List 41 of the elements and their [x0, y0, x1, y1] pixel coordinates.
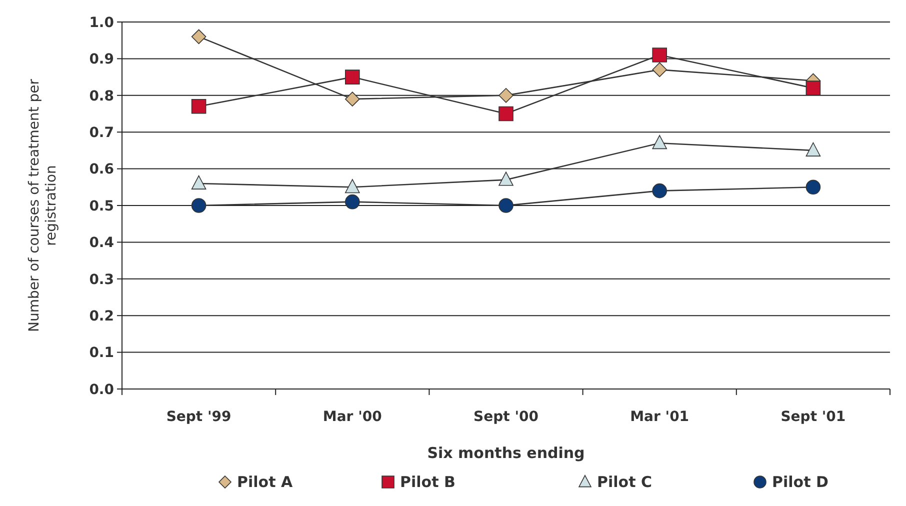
y-tick-label: 0.2 [89, 308, 114, 324]
y-tick-label: 0.8 [89, 88, 114, 104]
point [498, 88, 514, 103]
point [652, 183, 667, 198]
x-tick-label: Mar '01 [630, 409, 690, 425]
point [191, 175, 206, 190]
x-axis-title: Six months ending [427, 444, 585, 462]
y-tick-label: 0.7 [89, 125, 114, 141]
point [345, 70, 360, 84]
point [345, 179, 360, 194]
y-tick-label: 0.1 [89, 345, 114, 362]
y-tick-label: 0.5 [89, 198, 114, 214]
legend-label: Pilot C [597, 473, 652, 491]
x-tick-label: Mar '00 [322, 409, 382, 425]
y-axis-title: Number of courses of treatment per registration [26, 78, 60, 332]
point [652, 62, 667, 78]
y-tick-label: 1.0 [89, 14, 114, 31]
x-tick-label: Sept '99 [166, 409, 232, 425]
y-tick-label: 0.4 [89, 235, 114, 252]
y-tick-label: 0.6 [89, 162, 114, 178]
legend-label: Pilot D [772, 473, 828, 491]
point [345, 92, 360, 106]
point [498, 172, 514, 186]
y-tick-label: 0.9 [89, 52, 114, 68]
point [498, 106, 514, 122]
y-tick-label: 0.3 [89, 272, 114, 288]
legend-label: Pilot B [400, 473, 456, 491]
point [652, 135, 667, 150]
point [191, 99, 206, 114]
y-tick-label: 0.0 [89, 382, 114, 398]
x-tick-label: Sept '00 [474, 409, 539, 425]
point [191, 29, 206, 44]
point [806, 180, 821, 195]
point [498, 198, 514, 213]
x-tick-label: Sept '01 [780, 409, 846, 425]
point [806, 80, 821, 96]
point [806, 142, 821, 156]
point [652, 48, 667, 62]
legend-label: Pilot A [237, 473, 293, 491]
point [345, 194, 360, 210]
point [191, 198, 206, 213]
